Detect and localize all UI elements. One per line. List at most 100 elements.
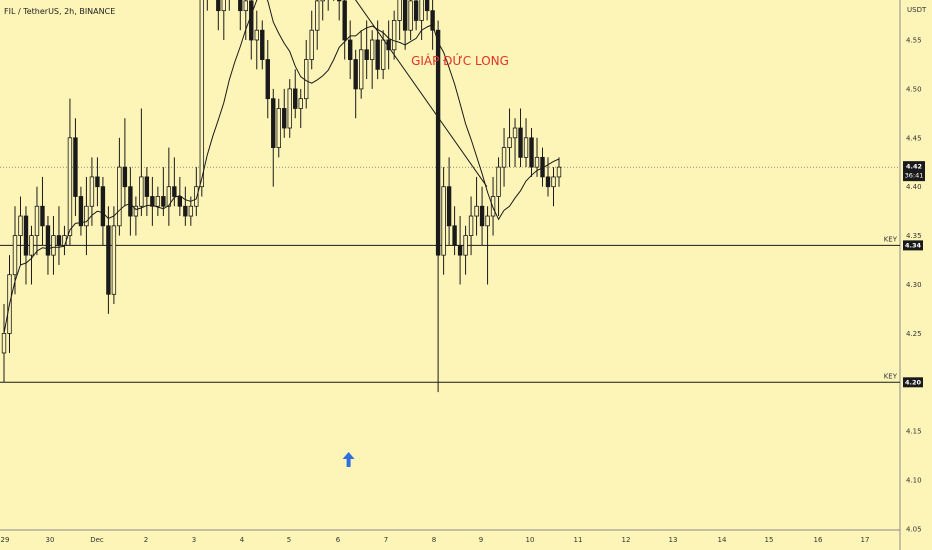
trendline bbox=[355, 0, 488, 187]
candle-body bbox=[276, 108, 281, 148]
candle-body bbox=[523, 137, 529, 158]
candle-body bbox=[413, 0, 419, 21]
candle-body bbox=[172, 186, 177, 197]
candle-body bbox=[243, 0, 248, 12]
moving-average-line bbox=[3, 0, 560, 334]
candle-body bbox=[375, 39, 380, 70]
candle-body bbox=[468, 215, 474, 236]
candle-body bbox=[364, 49, 369, 60]
y-tick-label: 4.45 bbox=[906, 134, 922, 142]
candle-body bbox=[100, 186, 106, 227]
candle-body bbox=[45, 225, 51, 256]
candle-body bbox=[380, 39, 386, 70]
candle-body bbox=[89, 176, 95, 207]
candle-body bbox=[128, 186, 133, 217]
candle-body bbox=[199, 0, 205, 188]
candle-body bbox=[144, 176, 150, 197]
x-tick-label: 5 bbox=[287, 536, 291, 544]
candle-body bbox=[161, 196, 166, 207]
x-tick-label: 10 bbox=[526, 536, 535, 544]
candle-body bbox=[342, 0, 347, 41]
candle-body bbox=[62, 235, 67, 246]
y-tick-label: 4.25 bbox=[906, 330, 922, 338]
candle-body bbox=[12, 235, 18, 276]
candle-body bbox=[408, 0, 413, 31]
y-tick-label: 4.50 bbox=[906, 85, 922, 93]
candle-body bbox=[496, 166, 501, 197]
candle-body bbox=[545, 176, 551, 188]
candle-body bbox=[166, 186, 172, 207]
candle-body bbox=[40, 205, 45, 227]
candle-body bbox=[336, 0, 342, 2]
candle-body bbox=[358, 49, 364, 90]
level-label: KEY bbox=[884, 372, 898, 380]
watermark-text: GIÁP ĐỨC LONG bbox=[411, 53, 509, 68]
candle-body bbox=[551, 176, 556, 188]
candle-body bbox=[23, 215, 29, 256]
candle-body bbox=[249, 0, 254, 41]
candle-body bbox=[56, 235, 62, 246]
candle-body bbox=[402, 0, 408, 31]
candle-body bbox=[293, 88, 298, 109]
x-tick-label: 12 bbox=[622, 536, 631, 544]
candle-body bbox=[435, 29, 441, 256]
candle-body bbox=[419, 0, 424, 21]
x-tick-label: 9 bbox=[479, 536, 483, 544]
candle-body bbox=[254, 29, 259, 41]
candle-body bbox=[490, 196, 496, 217]
candle-body bbox=[369, 39, 375, 60]
candle-body bbox=[457, 244, 463, 256]
candle-body bbox=[78, 196, 84, 227]
candle-body bbox=[529, 137, 534, 168]
candle-body bbox=[391, 20, 397, 51]
candle-body bbox=[122, 166, 128, 188]
candle-body bbox=[139, 176, 144, 207]
candle-body bbox=[260, 29, 265, 60]
candle-body bbox=[430, 10, 435, 31]
candle-body bbox=[485, 215, 490, 227]
x-tick-label: 6 bbox=[336, 536, 341, 544]
candle-body bbox=[309, 29, 314, 60]
y-tick-label: 4.05 bbox=[906, 526, 922, 534]
candle-body bbox=[29, 235, 34, 256]
y-tick-label: 4.15 bbox=[906, 428, 922, 436]
candle-body bbox=[183, 205, 188, 217]
currency-label: USDT bbox=[907, 6, 927, 14]
candle-body bbox=[34, 205, 40, 236]
x-tick-label: 15 bbox=[765, 536, 774, 544]
y-tick-label: 4.40 bbox=[906, 183, 922, 191]
x-tick-label: 30 bbox=[46, 536, 55, 544]
candle-body bbox=[518, 127, 523, 158]
y-tick-label: 4.10 bbox=[906, 477, 922, 485]
candle-body bbox=[304, 59, 309, 100]
candle-body bbox=[479, 205, 485, 227]
chart-title: FIL / TetherUS, 2h, BINANCE bbox=[4, 7, 115, 16]
candle-body bbox=[397, 0, 402, 21]
candle-body bbox=[446, 186, 452, 227]
x-tick-label: 4 bbox=[240, 536, 245, 544]
x-tick-label: 2 bbox=[144, 536, 148, 544]
candle-body bbox=[67, 137, 73, 237]
candle-body bbox=[133, 205, 139, 217]
candle-body bbox=[216, 0, 221, 12]
candle-body bbox=[73, 137, 78, 197]
last-price-text: 4.42 bbox=[906, 163, 922, 171]
candle-body bbox=[353, 59, 358, 90]
candle-body bbox=[150, 196, 155, 207]
candle-body bbox=[238, 0, 243, 12]
candle-body bbox=[424, 0, 430, 12]
candle-body bbox=[347, 39, 353, 60]
candle-body bbox=[84, 205, 89, 227]
level-badge bbox=[903, 240, 923, 251]
y-tick-label: 4.30 bbox=[906, 281, 922, 289]
y-tick-label: 4.55 bbox=[906, 37, 922, 45]
candle-body bbox=[315, 0, 320, 31]
candle-body bbox=[265, 59, 270, 100]
candle-body bbox=[106, 225, 111, 295]
x-tick-label: 3 bbox=[192, 536, 196, 544]
x-tick-label: 8 bbox=[432, 536, 436, 544]
level-badge-text: 4.34 bbox=[905, 242, 922, 250]
candle-body bbox=[111, 225, 117, 295]
